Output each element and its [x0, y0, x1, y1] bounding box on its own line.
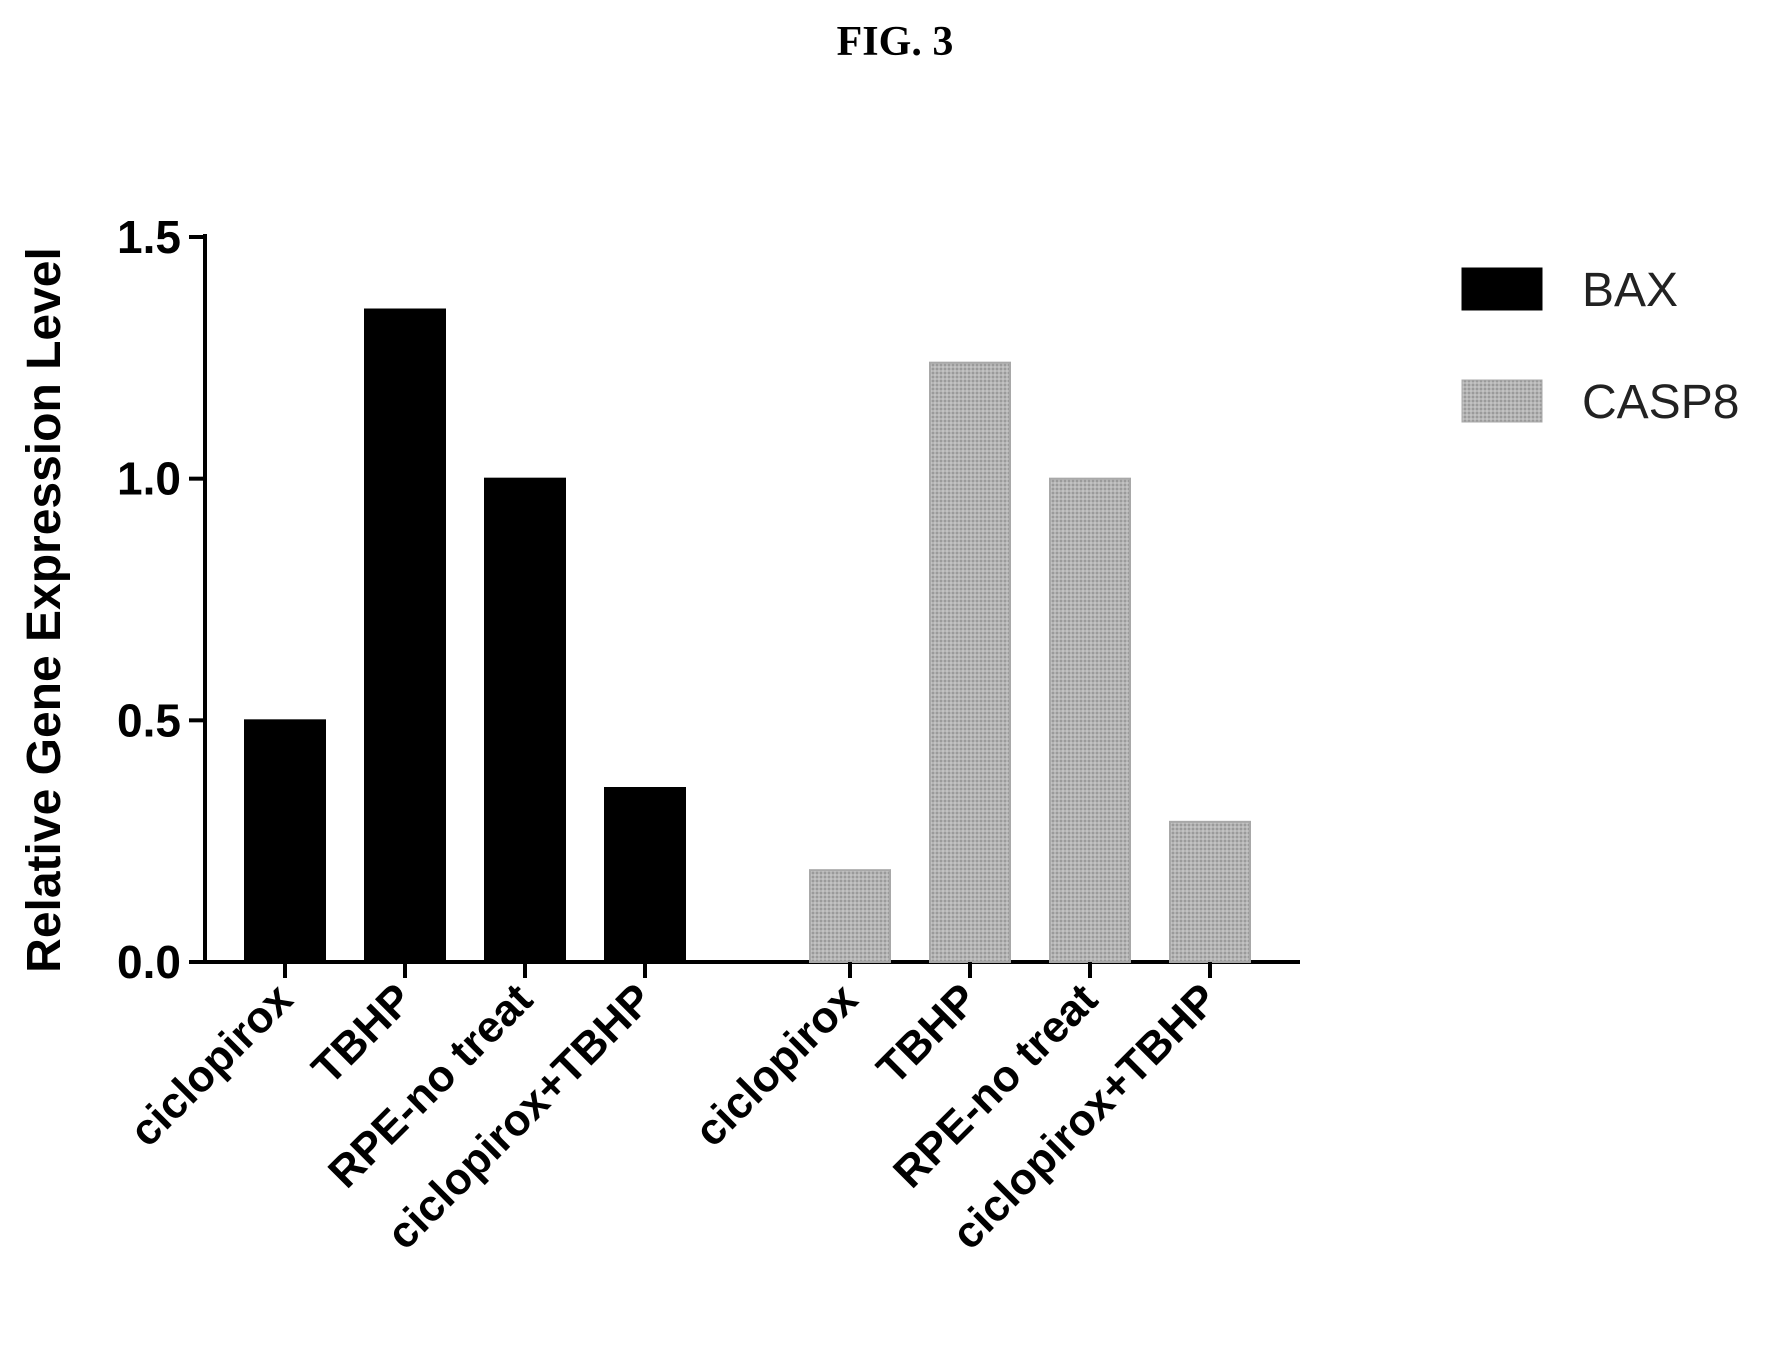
y-tick-label: 0.5	[117, 694, 181, 746]
y-tick-label: 1.5	[117, 211, 181, 263]
bar-casp8	[1169, 820, 1251, 963]
bar-bax	[484, 477, 566, 963]
x-tick-label: TBHP	[303, 974, 422, 1093]
bar-casp8	[809, 869, 891, 964]
y-tick-label: 1.0	[117, 453, 181, 505]
y-tick-label: 0.0	[117, 936, 181, 988]
legend-swatch-bax	[1461, 267, 1543, 311]
legend-label-bax: BAX	[1582, 264, 1678, 317]
bar-bax	[364, 308, 446, 963]
y-axis-label: Relative Gene Expression Level	[18, 247, 71, 973]
bar-casp8	[929, 361, 1011, 963]
x-tick-label: ciclopirox	[120, 974, 302, 1156]
bar-casp8	[1049, 477, 1131, 963]
x-tick-label: TBHP	[868, 974, 987, 1093]
bar-bax	[604, 787, 686, 963]
legend-swatch-casp8	[1461, 379, 1543, 423]
x-tick-label: RPE-no treat	[319, 974, 542, 1197]
legend-label-casp8: CASP8	[1582, 376, 1739, 429]
x-tick-label: ciclopirox	[685, 974, 867, 1156]
figure-title: FIG. 3	[836, 19, 954, 65]
bar-bax	[244, 719, 326, 963]
x-tick-label: RPE-no treat	[884, 974, 1107, 1197]
